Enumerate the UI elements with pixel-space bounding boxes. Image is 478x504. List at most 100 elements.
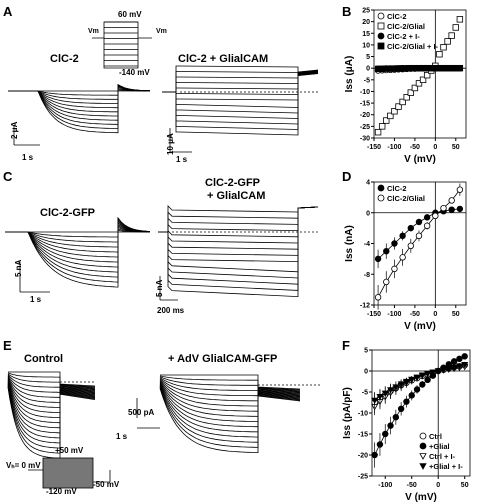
data-point — [403, 94, 410, 101]
data-point — [387, 387, 395, 394]
data-point — [423, 214, 431, 221]
scalebar-c-left — [19, 262, 50, 293]
data-point — [423, 222, 431, 230]
scale-e-x: 1 s — [116, 432, 128, 441]
series-3 — [374, 64, 464, 73]
protocol-vm-right: Vm — [156, 28, 167, 35]
data-point — [444, 38, 451, 45]
data-point — [381, 390, 389, 397]
chart-D: -150 -100 -50 0 50 -12 -8 -4 0 4 V (mV) Iss (nA) ClC… — [344, 180, 467, 332]
legend-label: ClC-2/Glial — [387, 194, 425, 203]
trace-a-left — [8, 86, 151, 104]
legend-label: ClC-2 — [387, 12, 407, 21]
data-point — [424, 376, 431, 384]
data-point — [377, 32, 385, 40]
trace-e — [159, 381, 301, 417]
x-tick-label: 0 — [436, 482, 440, 489]
protocol-bottom-label: -140 mV — [119, 68, 150, 77]
x-tick-label: 0 — [433, 311, 437, 318]
data-point — [403, 398, 410, 405]
trace-e — [159, 384, 301, 433]
trace-e — [7, 385, 96, 449]
y-tick-label: -12 — [360, 303, 370, 310]
scale-a-right-y: 10 μA — [166, 133, 175, 155]
panel-letter-b: B — [342, 4, 351, 19]
trace-e — [7, 386, 96, 454]
trace-c-right — [158, 206, 319, 298]
trace-e — [7, 379, 96, 418]
trace-e — [159, 381, 301, 412]
protocol-e-bottom: -120 mV — [46, 487, 77, 496]
data-point — [411, 84, 419, 92]
protocol-e-tail: -50 mV — [93, 480, 120, 489]
series-line — [377, 189, 461, 298]
data-point — [407, 89, 414, 96]
data-point — [413, 374, 421, 381]
x-axis-label: V (mV) — [404, 321, 436, 332]
data-point — [415, 80, 423, 87]
trace-e — [7, 380, 96, 424]
protocol-vm-left: Vm — [88, 28, 99, 35]
data-point — [399, 254, 406, 261]
protocol-top-label: 60 mV — [118, 10, 142, 19]
x-tick-label: 50 — [461, 482, 469, 489]
trace-e — [159, 383, 301, 428]
x-tick-label: 50 — [452, 311, 460, 318]
scale-c-left-y: 5 nA — [14, 259, 23, 277]
data-point — [456, 205, 464, 213]
data-point — [461, 362, 469, 369]
trace-e — [7, 373, 96, 388]
trace-e — [159, 375, 301, 391]
data-point — [419, 442, 427, 450]
y-tick-label: -8 — [364, 272, 370, 279]
label-clc2: ClC-2 — [50, 53, 79, 65]
data-point — [397, 405, 405, 412]
data-point — [391, 240, 398, 247]
data-point — [450, 364, 458, 371]
data-point — [434, 368, 442, 375]
data-point — [445, 365, 453, 373]
trace-e — [7, 374, 96, 389]
protocol-a — [92, 21, 152, 69]
trace-e — [159, 385, 301, 438]
data-point — [374, 255, 382, 263]
y-tick-label: -15 — [358, 432, 368, 439]
protocol-e-lines — [28, 469, 111, 483]
data-point — [377, 22, 385, 30]
series-1 — [371, 353, 468, 468]
trace-e — [7, 381, 96, 429]
scalebar-a-right — [169, 128, 192, 153]
legend-label: ClC-2 — [387, 184, 407, 193]
data-point — [440, 204, 447, 212]
y-tick-label: -20 — [358, 453, 368, 460]
y-tick-label: 0 — [364, 369, 368, 376]
data-point — [455, 363, 463, 370]
data-point — [378, 123, 386, 130]
x-axis-label: V (mV) — [405, 492, 437, 503]
x-tick-label: -150 — [367, 144, 381, 151]
trace-e — [7, 382, 96, 434]
protocol-e-box — [42, 457, 94, 489]
traces-a-left — [8, 83, 151, 146]
data-point — [391, 108, 398, 115]
trace-e — [159, 379, 301, 402]
data-point — [419, 76, 427, 84]
data-point — [440, 44, 447, 51]
plot-frame — [373, 9, 467, 139]
trace-a-right — [162, 71, 319, 101]
protocol-a-outline — [92, 21, 152, 39]
scale-c-right-y: 5 nA — [155, 279, 164, 297]
protocol-e-hold: Vₕ= 0 mV — [6, 461, 41, 470]
data-point — [448, 206, 455, 213]
trace-e — [7, 377, 96, 403]
trace-c-left — [5, 225, 151, 253]
y-axis-label: Iss (μA) — [344, 56, 355, 93]
y-tick-label: -20 — [360, 112, 370, 119]
trace-e — [159, 376, 301, 391]
data-point — [461, 353, 468, 360]
trace-e — [7, 378, 96, 408]
